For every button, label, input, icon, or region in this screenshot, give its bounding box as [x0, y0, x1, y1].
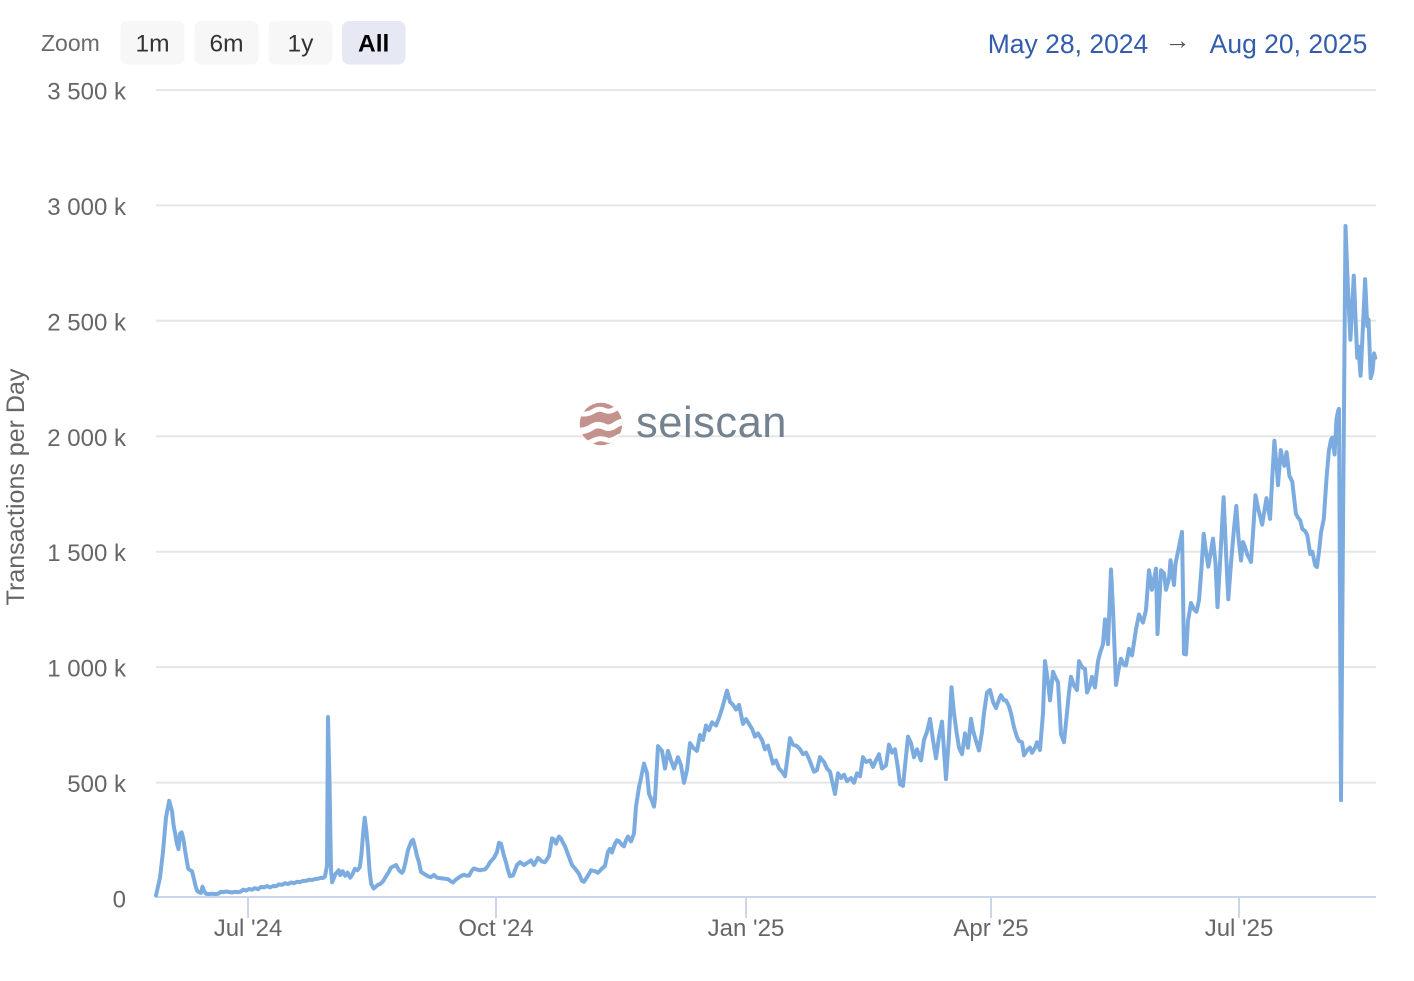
svg-text:May 28, 2024: May 28, 2024	[988, 29, 1149, 59]
svg-text:3 500 k: 3 500 k	[47, 79, 127, 106]
svg-text:500 k: 500 k	[67, 771, 127, 798]
svg-text:→: →	[1165, 25, 1191, 55]
svg-text:1y: 1y	[288, 31, 315, 58]
svg-text:Jul '24: Jul '24	[214, 915, 283, 942]
svg-text:2 500 k: 2 500 k	[47, 309, 127, 336]
svg-text:1m: 1m	[135, 31, 169, 58]
svg-text:6m: 6m	[209, 31, 243, 58]
svg-text:2 000 k: 2 000 k	[47, 425, 127, 452]
svg-text:All: All	[358, 31, 389, 58]
svg-text:1 500 k: 1 500 k	[47, 540, 127, 567]
svg-text:Jul '25: Jul '25	[1205, 915, 1274, 942]
svg-text:Oct '24: Oct '24	[458, 915, 533, 942]
svg-text:Aug 20, 2025: Aug 20, 2025	[1210, 29, 1368, 59]
svg-text:seiscan: seiscan	[636, 399, 787, 447]
svg-text:3 000 k: 3 000 k	[47, 194, 127, 221]
svg-text:Transactions per Day: Transactions per Day	[2, 368, 30, 605]
svg-text:1 000 k: 1 000 k	[47, 656, 127, 683]
svg-text:Zoom: Zoom	[41, 30, 100, 56]
svg-text:0: 0	[113, 887, 126, 914]
svg-text:Apr '25: Apr '25	[953, 915, 1028, 942]
svg-text:Jan '25: Jan '25	[708, 915, 785, 942]
